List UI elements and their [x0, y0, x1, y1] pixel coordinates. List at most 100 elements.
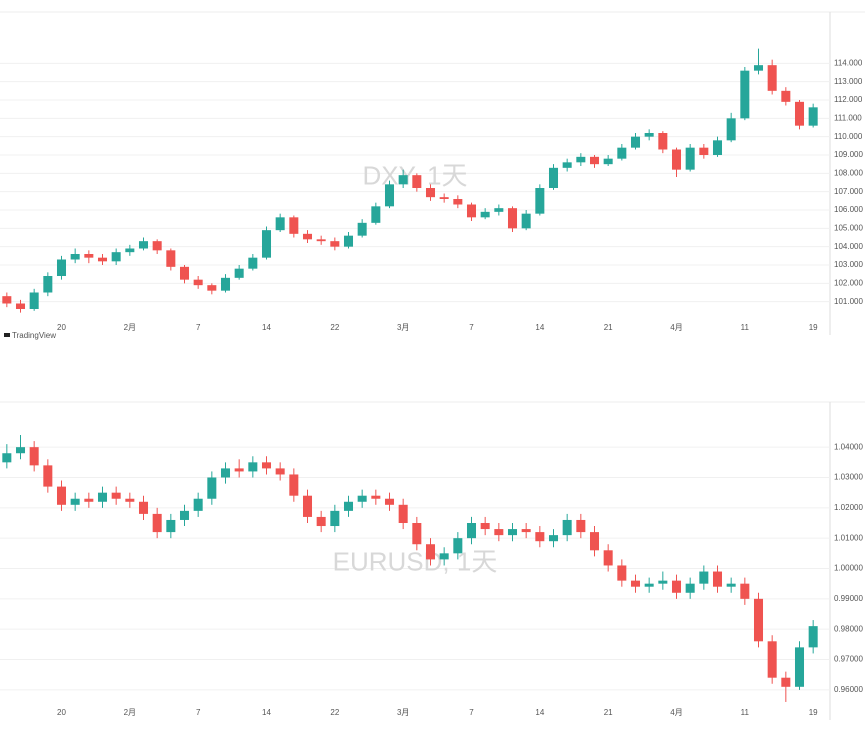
candle-body: [740, 70, 750, 119]
candle-body: [589, 532, 600, 551]
y-tick-label: 1.02000: [834, 503, 863, 512]
candle-body: [712, 571, 723, 587]
candle-body: [289, 474, 299, 496]
candle-body: [521, 213, 531, 229]
candle-body: [425, 544, 436, 560]
x-tick-label: 7: [469, 323, 474, 332]
candle-body: [617, 565, 627, 581]
candle-body: [480, 211, 490, 218]
candle-body: [781, 90, 791, 102]
x-tick-label: 7: [196, 323, 201, 332]
candle-body: [138, 241, 149, 249]
candle-body: [97, 492, 108, 502]
y-tick-label: 114.000: [834, 58, 863, 67]
candle-body: [644, 133, 654, 137]
candle-body: [343, 501, 354, 511]
y-tick-label: 1.03000: [834, 473, 863, 482]
candle-body: [261, 462, 272, 469]
x-tick-label: 14: [535, 708, 544, 717]
candle-body: [603, 550, 613, 566]
candle-body: [808, 107, 818, 126]
candle-body: [671, 580, 682, 593]
y-tick-label: 0.98000: [834, 624, 863, 633]
candle-body: [302, 233, 313, 240]
y-tick-label: 107.000: [834, 187, 863, 196]
candle-body: [781, 677, 791, 687]
y-tick-label: 112.000: [834, 95, 863, 104]
y-tick-label: 113.000: [834, 77, 863, 86]
watermark: EURUSD, 1天: [333, 546, 498, 576]
candle-body: [234, 268, 244, 278]
candle-body: [453, 538, 463, 554]
candle-body: [767, 641, 777, 678]
candle-body: [630, 580, 641, 587]
candle-body: [43, 276, 53, 293]
x-tick-label: 19: [809, 323, 818, 332]
candle-body: [712, 140, 723, 155]
x-tick-label: 7: [196, 708, 201, 717]
candle-body: [371, 495, 381, 499]
y-tick-label: 101.000: [834, 297, 863, 306]
y-tick-label: 104.000: [834, 242, 863, 251]
candle-body: [357, 222, 367, 236]
candle-body: [56, 259, 67, 276]
candle-body: [562, 519, 572, 536]
candle-body: [56, 486, 67, 505]
logo-icon: [4, 333, 10, 337]
candle-body: [439, 553, 449, 560]
candle-body: [152, 513, 162, 533]
candle-body: [425, 188, 436, 198]
candle-body: [740, 583, 750, 599]
candle-body: [289, 217, 299, 234]
x-tick-label: 11: [741, 708, 750, 717]
candle-body: [125, 248, 135, 253]
x-tick-label: 21: [604, 323, 613, 332]
candle-body: [2, 453, 12, 463]
candle-body: [152, 241, 162, 251]
candle-body: [207, 285, 217, 291]
y-tick-label: 0.99000: [834, 594, 863, 603]
candle-body: [343, 235, 354, 247]
candle-body: [753, 65, 764, 71]
candle-body: [699, 147, 709, 155]
candle-body: [767, 65, 777, 91]
x-tick-label: 4月: [670, 323, 682, 332]
candle-body: [671, 149, 682, 170]
candle-body: [494, 208, 504, 212]
y-tick-label: 109.000: [834, 150, 863, 159]
candle-body: [726, 583, 736, 587]
candle-body: [316, 516, 326, 527]
x-tick-label: 7: [469, 708, 474, 717]
candle-body: [685, 147, 695, 170]
footer-logo: TradingView: [12, 331, 56, 340]
y-tick-label: 110.000: [834, 132, 863, 141]
candle-body: [15, 447, 26, 454]
candle-body: [84, 498, 94, 502]
candle-body: [630, 136, 641, 148]
candle-body: [808, 626, 818, 648]
x-tick-label: 20: [57, 323, 66, 332]
candle-body: [507, 529, 518, 536]
candle-body: [248, 462, 258, 472]
candle-body: [439, 197, 449, 199]
candle-body: [193, 279, 203, 286]
candle-body: [466, 523, 477, 539]
candle-body: [330, 241, 340, 247]
candle-body: [589, 156, 600, 165]
y-tick-label: 1.00000: [834, 564, 863, 573]
y-tick-label: 103.000: [834, 260, 863, 269]
candle-body: [658, 580, 668, 584]
candle-body: [576, 519, 586, 533]
candle-body: [794, 101, 805, 126]
y-tick-label: 0.97000: [834, 655, 863, 664]
candle-body: [753, 598, 764, 642]
y-tick-label: 108.000: [834, 168, 863, 177]
candle-body: [179, 266, 190, 280]
x-tick-label: 4月: [670, 708, 682, 717]
candle-body: [111, 252, 121, 262]
y-tick-label: 111.000: [834, 113, 862, 122]
x-tick-label: 3月: [397, 708, 409, 717]
candle-body: [480, 523, 490, 530]
x-tick-label: 14: [262, 323, 271, 332]
